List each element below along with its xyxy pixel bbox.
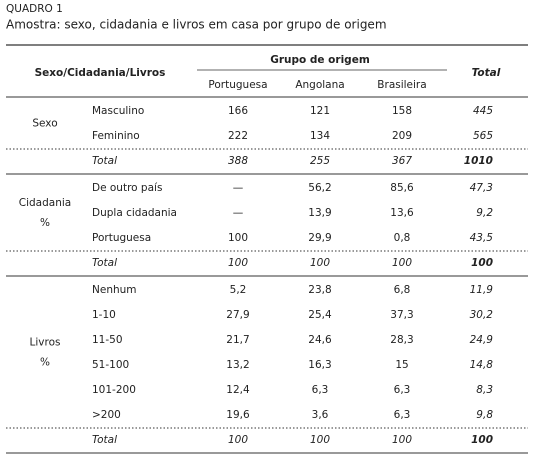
total-cell: 47,3 xyxy=(470,182,493,194)
cell: 5,2 xyxy=(230,284,247,296)
cell: 16,3 xyxy=(308,359,331,371)
row-label: Nenhum xyxy=(92,284,137,296)
group-label: Livros xyxy=(30,337,61,349)
cell: 37,3 xyxy=(390,309,413,321)
row-header: Sexo/Cidadania/Livros xyxy=(35,67,166,79)
total-cell: 9,2 xyxy=(476,207,493,219)
cell: 23,8 xyxy=(308,284,331,296)
cell: 222 xyxy=(228,130,248,142)
cell: 100 xyxy=(228,232,248,244)
row-label: 101-200 xyxy=(92,384,136,396)
document-title: Amostra: sexo, cidadania e livros em cas… xyxy=(6,18,387,32)
cell: 13,2 xyxy=(226,359,249,371)
cell: 6,3 xyxy=(394,384,411,396)
cell: 134 xyxy=(310,130,330,142)
cell: 166 xyxy=(228,105,248,117)
cell: — xyxy=(233,182,244,194)
cell: 255 xyxy=(310,155,330,167)
cell: 209 xyxy=(392,130,412,142)
column-header: Angolana xyxy=(295,79,344,91)
row-label: 51-100 xyxy=(92,359,129,371)
cell: 3,6 xyxy=(312,409,329,421)
total-cell: 9,8 xyxy=(476,409,493,421)
row-label: 1-10 xyxy=(92,309,116,321)
cell: 6,3 xyxy=(312,384,329,396)
total-cell: 24,9 xyxy=(470,334,494,346)
total-cell: 43,5 xyxy=(470,232,494,244)
cell: 85,6 xyxy=(390,182,414,194)
cell: 15 xyxy=(395,359,408,371)
total-cell: 30,2 xyxy=(470,309,494,321)
cell: 100 xyxy=(310,257,330,269)
cell: 367 xyxy=(392,155,412,167)
cell: 100 xyxy=(392,434,412,446)
cell: 158 xyxy=(392,105,412,117)
total-cell: 11,9 xyxy=(470,284,494,296)
cell: 388 xyxy=(228,155,248,167)
cell: 29,9 xyxy=(308,232,331,244)
cell: 27,9 xyxy=(226,309,249,321)
total-cell: 1010 xyxy=(464,155,493,167)
total-cell: 8,3 xyxy=(476,384,493,396)
total-cell: 100 xyxy=(471,434,493,446)
cell: 19,6 xyxy=(226,409,250,421)
document-label: QUADRO 1 xyxy=(6,3,63,15)
row-label: De outro país xyxy=(92,182,162,194)
total-cell: 565 xyxy=(473,130,493,142)
cell: 13,6 xyxy=(390,207,414,219)
cell: 25,4 xyxy=(308,309,332,321)
row-label: Portuguesa xyxy=(92,232,151,244)
cell: 24,6 xyxy=(308,334,332,346)
cell: 100 xyxy=(228,257,248,269)
column-header: Portuguesa xyxy=(208,79,267,91)
cell: 100 xyxy=(392,257,412,269)
cell: 0,8 xyxy=(394,232,411,244)
row-label: Masculino xyxy=(92,105,144,117)
cell: 100 xyxy=(310,434,330,446)
cell: 28,3 xyxy=(390,334,413,346)
group-label: Sexo xyxy=(32,118,57,130)
cell: 6,3 xyxy=(394,409,411,421)
total-cell: 14,8 xyxy=(470,359,494,371)
row-label: Feminino xyxy=(92,130,140,142)
cell: 21,7 xyxy=(226,334,249,346)
cell: 13,9 xyxy=(308,207,331,219)
cell: 100 xyxy=(228,434,248,446)
cell: 12,4 xyxy=(226,384,250,396)
total-label: Total xyxy=(92,155,117,167)
row-label: 11-50 xyxy=(92,334,123,346)
total-label: Total xyxy=(92,434,117,446)
cell: 56,2 xyxy=(308,182,331,194)
group-label: % xyxy=(40,217,50,229)
total-label: Total xyxy=(92,257,117,269)
group-label: % xyxy=(40,357,50,369)
cell: — xyxy=(233,207,244,219)
group-label: Cidadania xyxy=(19,197,71,209)
cell: 121 xyxy=(310,105,330,117)
group-header: Grupo de origem xyxy=(270,54,370,66)
row-label: Dupla cidadania xyxy=(92,207,177,219)
cell: 6,8 xyxy=(394,284,411,296)
column-header: Brasileira xyxy=(377,79,426,91)
total-cell: 445 xyxy=(473,105,493,117)
total-header: Total xyxy=(472,67,501,79)
total-cell: 100 xyxy=(471,257,493,269)
row-label: >200 xyxy=(92,409,121,421)
